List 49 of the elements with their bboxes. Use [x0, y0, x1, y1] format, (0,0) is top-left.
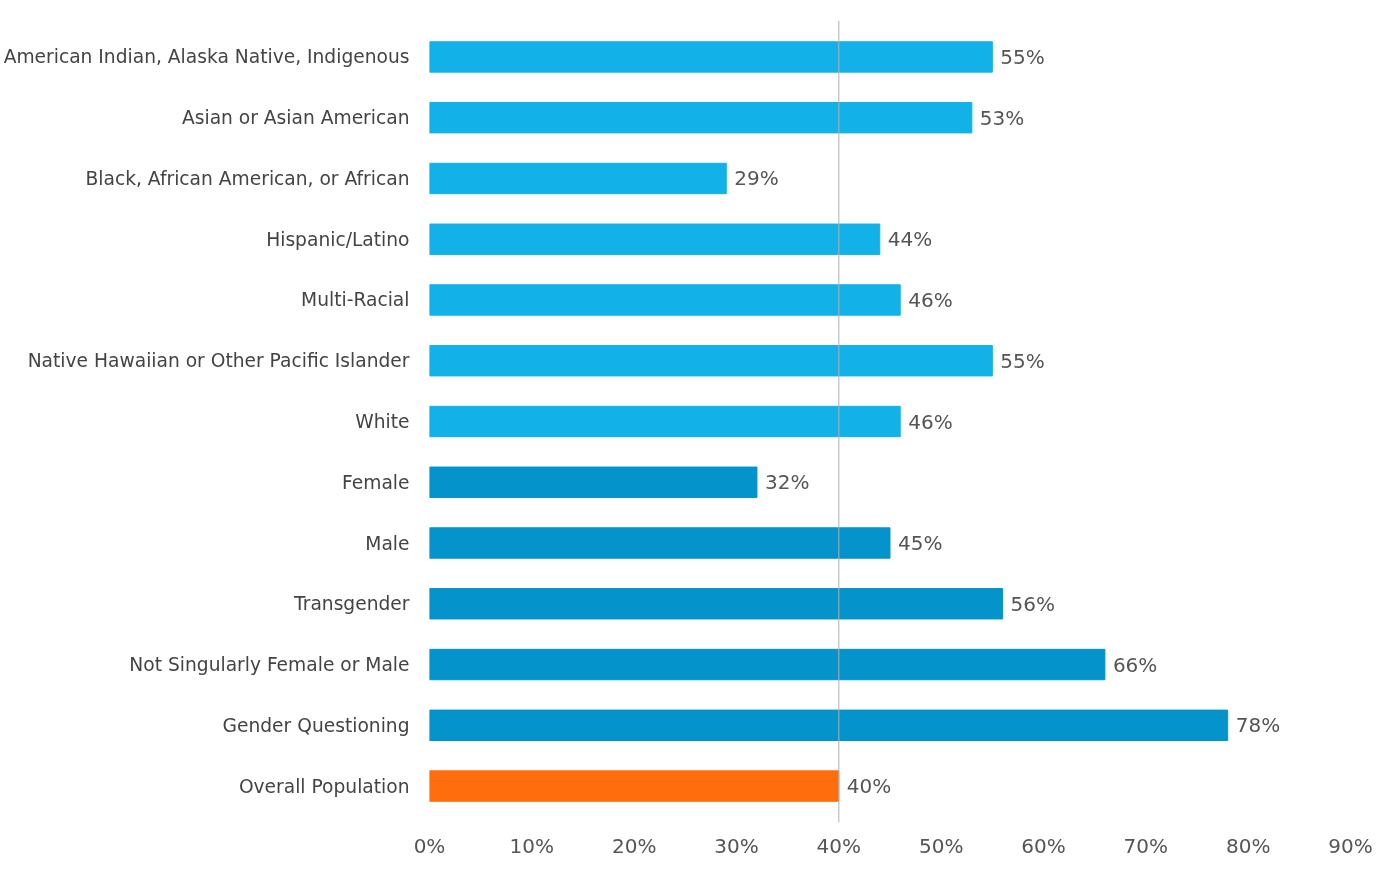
bar [429, 527, 891, 559]
x-tick-label: 30% [714, 833, 759, 858]
data-label: 53% [979, 105, 1025, 130]
y-tick-label: Female [342, 471, 410, 493]
bar [429, 770, 840, 802]
bar [429, 709, 1229, 741]
data-label: 66% [1112, 652, 1158, 677]
x-tick-label: 70% [1123, 833, 1169, 858]
data-label: 40% [846, 774, 892, 799]
data-label: 56% [1010, 591, 1056, 616]
x-tick-label: 90% [1328, 833, 1373, 858]
x-tick-label: 80% [1225, 833, 1271, 858]
data-label: 46% [908, 409, 953, 434]
x-tick-label: 20% [611, 833, 657, 858]
data-label: 45% [898, 531, 943, 556]
y-tick-label: Asian or Asian American [182, 107, 410, 129]
bar [429, 345, 993, 377]
bar [429, 223, 881, 255]
y-tick-label: Black, African American, or African [85, 167, 410, 189]
y-tick-label: Gender Questioning [222, 714, 410, 736]
y-tick-label: Native Hawaiian or Other Pacific Islander [27, 350, 410, 372]
x-tick-label: 0% [413, 833, 446, 858]
x-tick-label: 40% [816, 833, 862, 858]
bar [429, 648, 1106, 681]
bar [429, 102, 973, 134]
bar [429, 466, 758, 498]
x-tick-label: 10% [509, 833, 555, 858]
data-label: 44% [887, 227, 933, 252]
data-label: 32% [764, 470, 810, 495]
data-label: 29% [734, 166, 779, 191]
y-tick-label: White [355, 411, 410, 432]
bar [429, 588, 1004, 620]
y-tick-label: American Indian, Alaska Native, Indigenous [3, 46, 410, 68]
data-label: 55% [1000, 44, 1045, 69]
x-tick-label: 60% [1021, 833, 1066, 858]
data-label: 46% [908, 287, 953, 312]
bar [429, 405, 901, 438]
x-tick-label: 50% [918, 833, 964, 858]
y-tick-label: Overall Population [238, 775, 410, 797]
data-label: 78% [1235, 713, 1281, 738]
bar [429, 162, 727, 195]
y-tick-label: Not Singularly Female or Male [129, 654, 410, 676]
bar [429, 284, 901, 316]
y-tick-label: Male [365, 532, 410, 554]
y-tick-label: Hispanic/Latino [266, 228, 410, 250]
data-label: 55% [1000, 348, 1045, 373]
bar [429, 41, 993, 73]
y-tick-label: Multi-Racial [301, 289, 410, 311]
y-tick-label: Transgender [293, 593, 410, 615]
